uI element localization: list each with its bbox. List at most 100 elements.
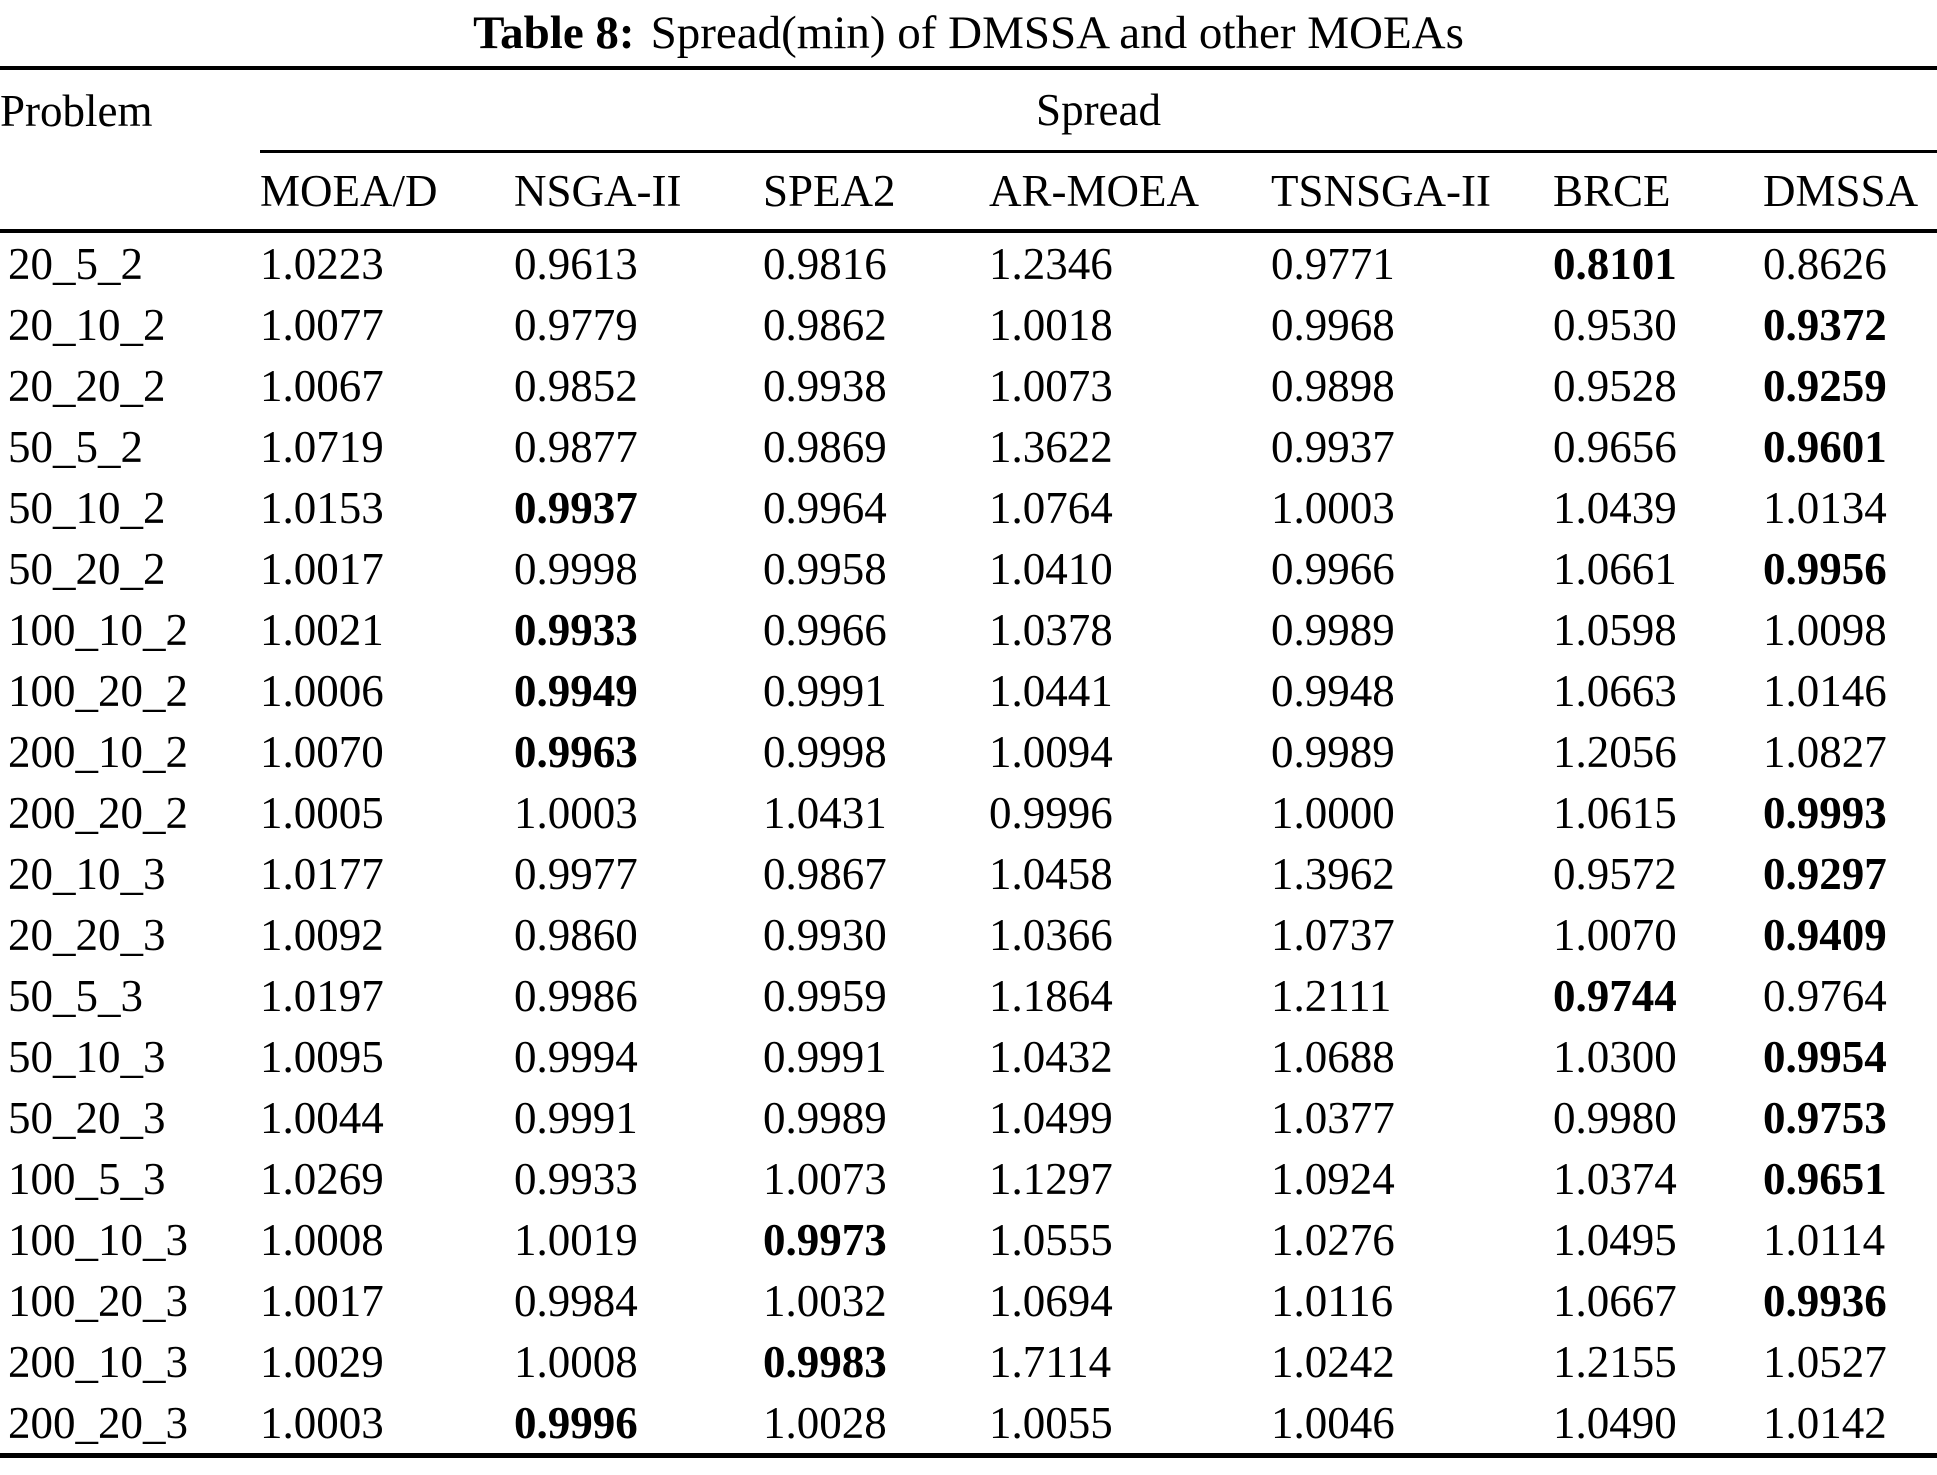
value-cell: 0.9966 [763,604,887,655]
value-cell: 0.9877 [514,421,638,472]
value-cell: 1.0098 [1763,604,1887,655]
value-cell: 1.0555 [989,1214,1113,1265]
table-row: 20_5_2 1.0223 0.9613 0.9816 1.2346 0.9771 0.81… [0,231,1937,294]
value-cell: 0.9816 [763,238,887,289]
value-cell: 1.0719 [260,421,384,472]
value-cell: 0.9753 [1763,1092,1887,1143]
value-cell: 1.0021 [260,604,384,655]
value-cell: 1.0439 [1553,482,1677,533]
value-cell: 0.9977 [514,848,638,899]
value-cell: 1.0134 [1763,482,1887,533]
value-cell: 0.9656 [1553,421,1677,472]
value-cell: 1.0046 [1271,1392,1553,1458]
problem-cell: 100_20_3 [8,1275,188,1326]
value-cell: 1.0410 [989,543,1113,594]
value-cell: 1.0197 [260,970,384,1021]
value-cell: 0.9989 [1271,726,1395,777]
value-cell: 1.0527 [1763,1336,1887,1387]
value-cell: 0.9938 [763,360,887,411]
problem-cell: 100_20_2 [8,665,188,716]
value-cell: 0.9954 [1763,1031,1887,1082]
table-row: 20_20_3 1.0092 0.9860 0.9930 1.0366 1.0737 1.0… [0,904,1937,965]
value-cell: 1.0073 [989,360,1113,411]
table-row: 50_10_2 1.0153 0.9937 0.9964 1.0764 1.0003 1.0… [0,477,1937,538]
value-cell: 0.9651 [1763,1153,1887,1204]
value-cell: 1.2111 [1271,970,1392,1021]
table-row: 100_20_3 1.0017 0.9984 1.0032 1.0694 1.0116 1.… [0,1270,1937,1331]
value-cell: 1.0378 [989,604,1113,655]
problem-column-header: Problem [0,66,260,152]
value-cell: 1.0055 [989,1392,1271,1458]
problem-cell: 100_10_2 [8,604,188,655]
value-cell: 1.0242 [1271,1336,1395,1387]
value-cell: 0.9852 [514,360,638,411]
table-row: 50_5_2 1.0719 0.9877 0.9869 1.3622 0.9937 0.96… [0,416,1937,477]
value-cell: 1.0374 [1553,1153,1677,1204]
problem-cell: 20_20_2 [8,360,166,411]
value-cell: 1.0366 [989,909,1113,960]
value-cell: 0.9991 [514,1092,638,1143]
column-header-dmssa: DMSSA [1763,151,1937,233]
value-cell: 0.9949 [514,665,638,716]
value-cell: 0.9771 [1271,238,1395,289]
value-cell: 1.0432 [989,1031,1113,1082]
value-cell: 1.7114 [989,1336,1112,1387]
column-header-nsga2: NSGA-II [514,151,763,233]
value-cell: 1.0003 [514,787,638,838]
problem-cell: 50_20_3 [8,1092,166,1143]
problem-cell: 50_5_2 [8,421,143,472]
table-row: 20_20_2 1.0067 0.9852 0.9938 1.0073 0.9898 0.9… [0,355,1937,416]
table-row: 50_10_3 1.0095 0.9994 0.9991 1.0432 1.0688 1.0… [0,1026,1937,1087]
value-cell: 1.0276 [1271,1214,1395,1265]
table-row: 200_10_2 1.0070 0.9963 0.9998 1.0094 0.9989 1.… [0,721,1937,782]
table-body: 20_5_2 1.0223 0.9613 0.9816 1.2346 0.9771 0.81… [0,231,1937,1458]
value-cell: 1.3622 [989,421,1113,472]
value-cell: 0.9989 [1271,604,1395,655]
value-cell: 0.9259 [1763,360,1887,411]
table-row: 50_20_3 1.0044 0.9991 0.9989 1.0499 1.0377 0.9… [0,1087,1937,1148]
group-header-row: Problem Spread [0,66,1937,153]
value-cell: 1.0006 [260,665,384,716]
value-cell: 1.0029 [260,1336,384,1387]
value-cell: 1.0177 [260,848,384,899]
value-cell: 0.9933 [514,604,638,655]
value-cell: 1.0044 [260,1092,384,1143]
problem-cell: 50_20_2 [8,543,166,594]
value-cell: 1.0223 [260,238,384,289]
value-cell: 1.0094 [989,726,1113,777]
value-cell: 1.0018 [989,299,1113,350]
value-cell: 0.9991 [763,1031,887,1082]
problem-cell: 200_20_3 [0,1392,260,1458]
value-cell: 0.9996 [989,787,1113,838]
table-row: 200_20_2 1.0005 1.0003 1.0431 0.9996 1.0000 1.… [0,782,1937,843]
value-cell: 0.9937 [1271,421,1395,472]
value-cell: 0.9996 [514,1392,763,1458]
value-cell: 1.0490 [1553,1392,1763,1458]
value-cell: 1.0070 [1553,909,1677,960]
table-row: 50_5_3 1.0197 0.9986 0.9959 1.1864 1.2111 0.97… [0,965,1937,1026]
column-header-moead: MOEA/D [260,151,514,233]
value-cell: 1.0005 [260,787,384,838]
value-cell: 1.0017 [260,543,384,594]
problem-cell: 20_5_2 [8,238,143,289]
value-cell: 1.0008 [260,1214,384,1265]
problem-cell: 20_10_2 [8,299,166,350]
value-cell: 1.2155 [1553,1336,1677,1387]
value-cell: 0.9409 [1763,909,1887,960]
value-cell: 1.0458 [989,848,1113,899]
value-cell: 1.0598 [1553,604,1677,655]
problem-cell: 100_10_3 [8,1214,188,1265]
value-cell: 0.9964 [763,482,887,533]
value-cell: 0.9530 [1553,299,1677,350]
table-row: 200_20_3 1.0003 0.9996 1.0028 1.0055 1.0046 1.… [0,1392,1937,1458]
value-cell: 0.9779 [514,299,638,350]
value-cell: 0.9956 [1763,543,1887,594]
problem-cell: 20_20_3 [8,909,166,960]
value-cell: 1.0827 [1763,726,1887,777]
table-caption-label: Table 8: [473,7,635,59]
value-cell: 1.0003 [1271,482,1395,533]
table-row: 50_20_2 1.0017 0.9998 0.9958 1.0410 0.9966 1.0… [0,538,1937,599]
value-cell: 1.0615 [1553,787,1677,838]
value-cell: 1.2056 [1553,726,1677,777]
table-row: 200_10_3 1.0029 1.0008 0.9983 1.7114 1.0242 1.… [0,1331,1937,1392]
